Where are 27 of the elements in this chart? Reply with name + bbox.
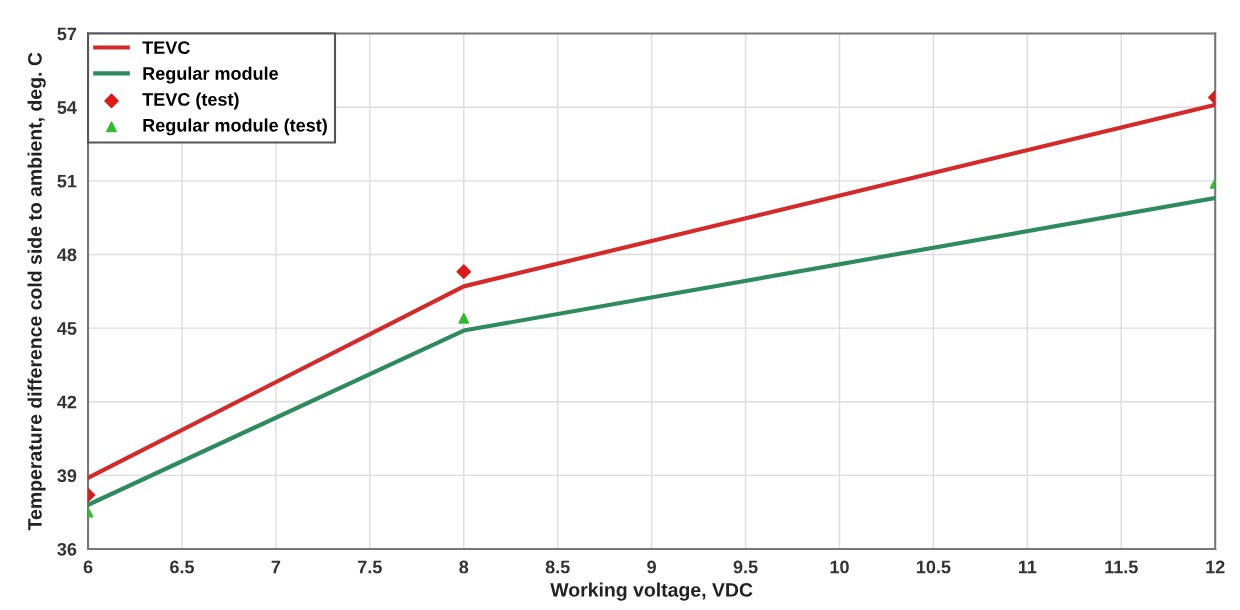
y-tick-label: 51 (57, 174, 77, 188)
y-tick-label: 45 (57, 322, 77, 335)
y-tick-label: 36 (57, 542, 77, 556)
x-tick-label: 6.5 (170, 560, 195, 574)
x-tick-label: 11 (1018, 560, 1037, 574)
legend-label: TEVC (test) (142, 92, 239, 110)
x-tick-label: 7.5 (358, 560, 382, 574)
y-tick-label: 57 (57, 27, 77, 41)
x-tick-label: 8.5 (545, 560, 570, 574)
legend-label: Regular module (143, 66, 279, 84)
x-tick-label: 8 (459, 560, 469, 574)
x-tick-label: 10.5 (916, 560, 951, 574)
legend-label: TEVC (142, 41, 190, 55)
y-tick-label: 54 (57, 101, 77, 114)
x-tick-label: 6 (83, 560, 93, 574)
x-tick-label: 9 (647, 560, 656, 574)
x-tick-label: 7 (271, 560, 281, 574)
legend-label: Regular module (test) (143, 118, 327, 136)
x-tick-label: 12 (1206, 560, 1225, 574)
x-axis-title: Working voltage, VDC (550, 582, 753, 601)
y-axis-title: Temperature difference cold side to ambient, deg. C (27, 52, 46, 531)
y-tick-label: 42 (57, 395, 77, 409)
y-tick-label: 48 (57, 248, 77, 262)
y-tick-label: 39 (57, 469, 77, 483)
x-tick-label: 9.5 (733, 560, 758, 574)
x-tick-label: 10 (830, 560, 849, 574)
x-tick-label: 11.5 (1105, 560, 1138, 574)
